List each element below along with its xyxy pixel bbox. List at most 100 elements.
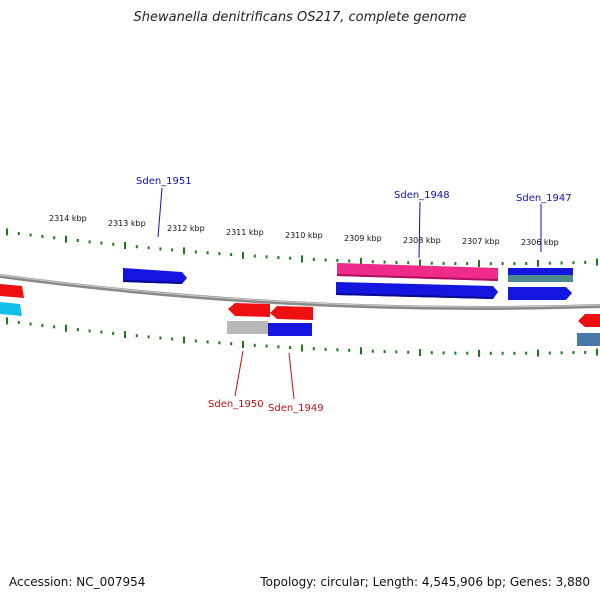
lower-tick bbox=[194, 339, 197, 343]
lower-tick bbox=[53, 325, 56, 329]
lower-tick bbox=[265, 344, 268, 348]
lower-tick bbox=[395, 350, 398, 354]
upper-tick bbox=[371, 260, 374, 264]
upper-tick bbox=[41, 234, 44, 238]
upper-tick bbox=[242, 251, 244, 259]
ruler-labels: 2314 kbp 2313 kbp 2312 kbp 2311 kbp 2310… bbox=[49, 214, 559, 247]
lower-tick bbox=[419, 349, 421, 356]
lower-tick bbox=[383, 350, 386, 354]
lower-tick bbox=[135, 334, 138, 338]
upper-tick bbox=[442, 261, 445, 265]
upper-tick bbox=[171, 248, 174, 252]
lower-tick bbox=[478, 349, 480, 357]
lower-tick-row bbox=[6, 317, 598, 357]
leader-sden-1949 bbox=[288, 352, 295, 400]
gene-sden-1950-gray[interactable] bbox=[227, 321, 268, 334]
accession-text: Accession: NC_007954 bbox=[9, 575, 146, 589]
upper-tick bbox=[124, 242, 126, 249]
upper-tick bbox=[324, 258, 327, 262]
upper-tick bbox=[525, 262, 528, 265]
ruler-label-2309: 2309 kbp bbox=[344, 234, 382, 243]
genome-backbone-highlight bbox=[0, 274, 600, 308]
lower-tick bbox=[159, 336, 162, 340]
ruler-label-2314: 2314 kbp bbox=[49, 214, 87, 223]
gene-right-edge-steel[interactable] bbox=[577, 333, 600, 346]
lower-tick bbox=[65, 324, 67, 332]
gene-labels: Sden_1951 Sden_1948 Sden_1947 Sden_1950 … bbox=[136, 176, 572, 414]
lower-tick bbox=[489, 351, 492, 355]
lower-tick bbox=[206, 340, 209, 344]
lower-tick bbox=[124, 331, 126, 339]
upper-tick bbox=[17, 232, 20, 235]
upper-tick bbox=[53, 236, 56, 240]
label-sden-1949[interactable]: Sden_1949 bbox=[268, 403, 324, 414]
gene-sden-1951-shade bbox=[123, 280, 182, 284]
upper-tick bbox=[159, 247, 162, 251]
upper-tick bbox=[466, 262, 469, 266]
ruler-label-2313: 2313 kbp bbox=[108, 219, 146, 228]
leader-sden-1950 bbox=[234, 350, 244, 397]
label-sden-1951[interactable]: Sden_1951 bbox=[136, 176, 192, 187]
upper-tick bbox=[6, 228, 8, 236]
gene-right-edge-red[interactable] bbox=[578, 314, 600, 327]
lower-tick bbox=[513, 351, 516, 355]
lower-tick bbox=[454, 351, 457, 355]
lower-tick bbox=[242, 341, 244, 348]
gene-sden-1947-teal bbox=[508, 275, 573, 282]
gene-sden-1949-red[interactable] bbox=[270, 306, 313, 320]
gene-sden-1949[interactable] bbox=[268, 323, 312, 336]
lower-tick bbox=[277, 345, 280, 349]
upper-tick bbox=[183, 247, 185, 255]
upper-tick bbox=[230, 253, 233, 257]
upper-tick bbox=[336, 259, 339, 262]
lower-tick bbox=[6, 317, 8, 325]
lower-tick bbox=[312, 347, 315, 351]
gene-sden-1950[interactable] bbox=[228, 303, 270, 317]
label-sden-1947[interactable]: Sden_1947 bbox=[516, 193, 572, 204]
label-sden-1950[interactable]: Sden_1950 bbox=[208, 399, 264, 410]
lower-tick bbox=[147, 335, 150, 339]
upper-tick bbox=[454, 262, 457, 265]
upper-tick bbox=[277, 256, 280, 260]
lower-tick bbox=[407, 350, 410, 354]
upper-tick bbox=[147, 246, 150, 250]
lower-tick bbox=[537, 349, 539, 357]
upper-tick bbox=[383, 260, 386, 264]
lower-tick bbox=[336, 348, 339, 352]
ruler-label-2310: 2310 kbp bbox=[285, 231, 323, 240]
gene-left-edge-red[interactable] bbox=[0, 284, 24, 298]
gene-sden-1948-shade bbox=[336, 293, 493, 299]
lower-tick bbox=[100, 330, 103, 334]
upper-tick bbox=[206, 251, 209, 255]
lower-tick bbox=[466, 351, 469, 355]
upper-tick bbox=[513, 262, 516, 266]
upper-tick bbox=[289, 256, 292, 260]
lower-tick bbox=[430, 351, 433, 355]
upper-tick bbox=[348, 259, 351, 263]
ruler-label-2311: 2311 kbp bbox=[226, 228, 264, 237]
lower-tick bbox=[572, 351, 575, 355]
upper-tick bbox=[489, 262, 492, 266]
upper-tick bbox=[100, 241, 103, 245]
upper-tick bbox=[478, 260, 480, 268]
lower-tick bbox=[442, 351, 445, 355]
lower-tick bbox=[525, 351, 528, 355]
lower-tick bbox=[371, 349, 374, 353]
upper-tick bbox=[88, 240, 91, 244]
lower-tick bbox=[218, 341, 221, 345]
lower-tick bbox=[41, 323, 44, 327]
lower-tick bbox=[501, 351, 504, 355]
lower-tick bbox=[324, 347, 327, 351]
upper-tick bbox=[301, 255, 303, 263]
lower-tick bbox=[301, 344, 303, 352]
reverse-strand-features bbox=[0, 284, 600, 346]
upper-tick bbox=[135, 245, 138, 249]
gene-sden-1947[interactable] bbox=[508, 268, 573, 276]
gene-left-edge-cyan[interactable] bbox=[0, 302, 22, 316]
label-sden-1948[interactable]: Sden_1948 bbox=[394, 190, 450, 201]
gene-sden-1951[interactable] bbox=[123, 268, 187, 284]
gene-forward-right[interactable] bbox=[508, 287, 572, 300]
forward-strand-features bbox=[123, 263, 573, 300]
upper-tick bbox=[253, 254, 256, 258]
